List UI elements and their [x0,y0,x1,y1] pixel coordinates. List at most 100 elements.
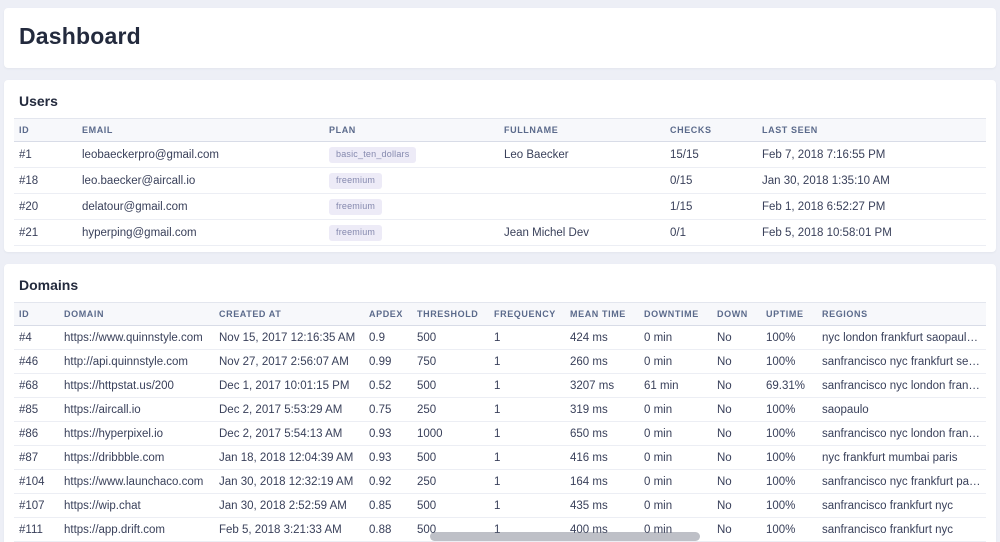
cell-domain: https://aircall.io [59,397,214,422]
table-row: #104 https://www.launchaco.com Jan 30, 201… [14,469,986,494]
cell-down: No [712,397,761,422]
cell-threshold: 250 [412,397,489,422]
cell-apdex: 0.99 [364,349,412,374]
cell-checks: 1/15 [665,193,757,220]
cell-last_seen: Feb 1, 2018 6:52:27 PM [757,193,986,220]
cell-plan: basic_ten_dollars [324,141,499,168]
cell-created_at: Dec 1, 2017 10:01:15 PM [214,373,364,398]
cell-threshold: 500 [412,325,489,350]
cell-frequency: 1 [489,517,565,542]
cell-regions: sanfrancisco nyc frankfurt seoul mumbai [817,349,986,374]
plan-badge: freemium [329,198,383,215]
cell-domain: http://api.quinnstyle.com [59,349,214,374]
column-header-created_at: CREATED AT [214,302,364,326]
cell-down: No [712,325,761,350]
cell-frequency: 1 [489,397,565,422]
cell-domain: https://wip.chat [59,493,214,518]
cell-threshold: 500 [412,373,489,398]
cell-regions: sanfrancisco nyc london frankfurt seoul … [817,421,986,446]
domains-table-body: #4 https://www.quinnstyle.com Nov 15, 2017… [14,325,986,542]
cell-created_at: Jan 30, 2018 12:32:19 AM [214,469,364,494]
cell-last_seen: Feb 7, 2018 7:16:55 PM [757,141,986,168]
cell-regions: sanfrancisco nyc frankfurt paris [817,469,986,494]
cell-fullname: Leo Baecker [499,141,665,168]
table-row: #68 https://httpstat.us/200 Dec 1, 2017 10… [14,373,986,398]
cell-down: No [712,421,761,446]
cell-threshold: 1000 [412,421,489,446]
cell-downtime: 0 min [639,517,712,542]
table-row: #4 https://www.quinnstyle.com Nov 15, 2017… [14,325,986,350]
users-table-header-row: ID EMAIL PLAN FULLNAME CHECKS LAST SEEN [14,118,986,142]
cell-down: No [712,469,761,494]
cell-created_at: Feb 5, 2018 3:21:33 AM [214,517,364,542]
cell-plan: freemium [324,193,499,220]
header-card: Dashboard [4,8,996,68]
table-row: #21 hyperping@gmail.com freemium Jean Miche… [14,219,986,246]
cell-threshold: 750 [412,349,489,374]
cell-threshold: 500 [412,445,489,470]
domains-table: ID DOMAIN CREATED AT APDEX THRESHOLD FREQUENC… [14,302,986,542]
table-row: #111 https://app.drift.com Feb 5, 2018 3:2… [14,517,986,542]
cell-mean_time: 416 ms [565,445,639,470]
cell-id: #86 [14,421,59,446]
cell-regions: nyc frankfurt mumbai paris [817,445,986,470]
cell-id: #111 [14,517,59,542]
cell-mean_time: 424 ms [565,325,639,350]
cell-regions: sanfrancisco frankfurt nyc [817,493,986,518]
cell-downtime: 0 min [639,469,712,494]
users-table-body: #1 leobaeckerpro@gmail.com basic_ten_dolla… [14,141,986,246]
plan-badge: freemium [329,172,383,189]
cell-regions: sanfrancisco nyc london frankfurt mumbai [817,373,986,398]
cell-email: leo.baecker@aircall.io [77,167,324,194]
cell-email: leobaeckerpro@gmail.com [77,141,324,168]
cell-uptime: 100% [761,349,817,374]
cell-fullname: Jean Michel Dev [499,219,665,246]
table-row: #46 http://api.quinnstyle.com Nov 27, 2017… [14,349,986,374]
cell-frequency: 1 [489,325,565,350]
cell-down: No [712,445,761,470]
cell-uptime: 100% [761,325,817,350]
cell-created_at: Jan 30, 2018 2:52:59 AM [214,493,364,518]
cell-downtime: 0 min [639,421,712,446]
cell-downtime: 0 min [639,493,712,518]
cell-domain: https://dribbble.com [59,445,214,470]
domains-section-title: Domains [19,277,79,293]
cell-frequency: 1 [489,421,565,446]
cell-id: #104 [14,469,59,494]
cell-downtime: 0 min [639,349,712,374]
cell-created_at: Jan 18, 2018 12:04:39 AM [214,445,364,470]
cell-email: delatour@gmail.com [77,193,324,220]
cell-mean_time: 164 ms [565,469,639,494]
cell-id: #20 [14,193,77,220]
cell-down: No [712,493,761,518]
column-header-mean_time: MEAN TIME [565,302,639,326]
cell-last_seen: Feb 5, 2018 10:58:01 PM [757,219,986,246]
column-header-email: EMAIL [77,118,324,142]
cell-plan: freemium [324,219,499,246]
column-header-fullname: FULLNAME [499,118,665,142]
cell-frequency: 1 [489,349,565,374]
plan-badge: basic_ten_dollars [329,146,417,163]
column-header-down: DOWN [712,302,761,326]
table-row: #87 https://dribbble.com Jan 18, 2018 12:0… [14,445,986,470]
cell-mean_time: 260 ms [565,349,639,374]
column-header-uptime: UPTIME [761,302,817,326]
column-header-plan: PLAN [324,118,499,142]
column-header-apdex: APDEX [364,302,412,326]
column-header-regions: REGIONS [817,302,986,326]
horizontal-scrollbar-thumb[interactable] [430,532,700,541]
cell-mean_time: 319 ms [565,397,639,422]
table-row: #1 leobaeckerpro@gmail.com basic_ten_dolla… [14,141,986,168]
cell-id: #1 [14,141,77,168]
cell-apdex: 0.88 [364,517,412,542]
cell-regions: sanfrancisco frankfurt nyc [817,517,986,542]
users-table: ID EMAIL PLAN FULLNAME CHECKS LAST SEEN #1 leo… [14,118,986,246]
cell-domain: https://hyperpixel.io [59,421,214,446]
cell-plan: freemium [324,167,499,194]
cell-mean_time: 650 ms [565,421,639,446]
table-row: #85 https://aircall.io Dec 2, 2017 5:53:29… [14,397,986,422]
cell-down: No [712,373,761,398]
cell-domain: https://app.drift.com [59,517,214,542]
cell-id: #21 [14,219,77,246]
cell-frequency: 1 [489,493,565,518]
